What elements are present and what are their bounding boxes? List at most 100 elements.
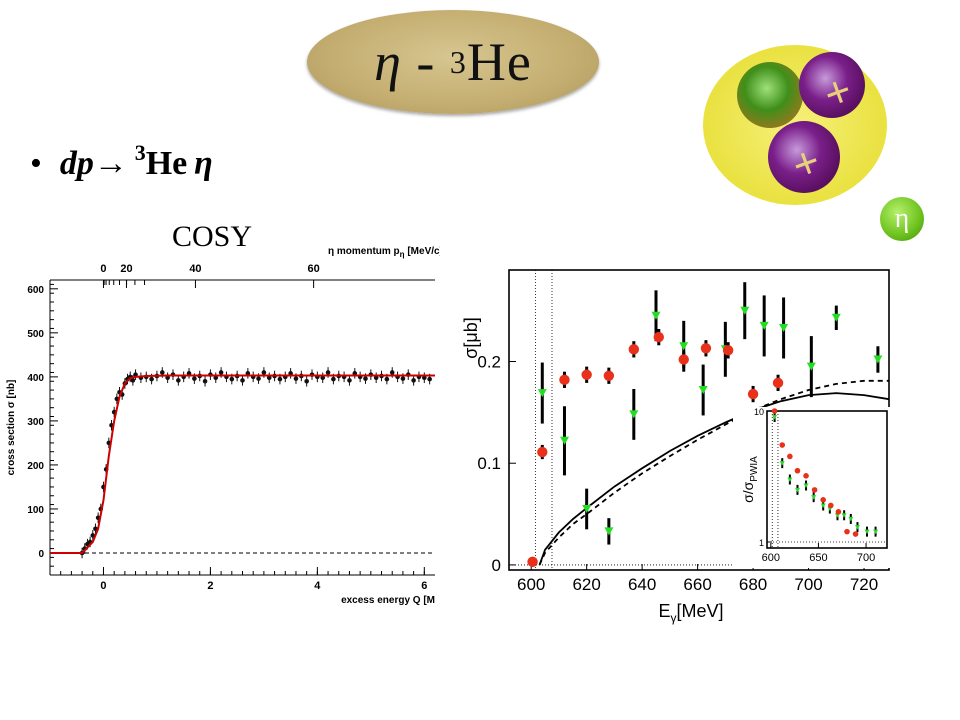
x-tick-label: 640 <box>628 575 656 594</box>
data-point-triangle <box>560 436 569 445</box>
data-point-circle <box>537 446 548 458</box>
x-tick-label: 4 <box>314 580 321 592</box>
inset-data-point-circle <box>779 442 786 448</box>
data-point <box>427 376 432 382</box>
data-point <box>261 370 267 375</box>
title-oval <box>307 10 599 114</box>
inset-data-point-circle <box>828 502 834 509</box>
inset-data-point-triangle <box>864 529 870 535</box>
model-curve-solid <box>538 392 890 566</box>
y-tick-label: 0.2 <box>477 353 501 372</box>
y-tick-label: 200 <box>27 461 44 472</box>
photoproduction-chart: 0 0.1 0.2 600 620 640 660 680 700 720 Eγ[MeV] σ[μb]… <box>461 269 891 625</box>
data-point-circle <box>581 369 592 380</box>
slide-title: η - 3 He <box>307 10 599 114</box>
data-point-circle <box>628 344 640 355</box>
data-point-circle <box>747 388 759 400</box>
inset-data-point-triangle <box>772 415 778 420</box>
quark-purple-bottom <box>768 121 840 193</box>
top-tick-label: 20 <box>120 263 132 275</box>
x-tick-label: 6 <box>421 580 427 592</box>
data-point-triangle <box>679 342 689 351</box>
y-tick-label: 100 <box>27 505 44 516</box>
y-axis-label: cross section σ [nb] <box>6 380 17 476</box>
x-axis-label: Eγ[MeV] <box>658 601 723 625</box>
data-point-triangle <box>651 311 661 320</box>
data-point <box>266 375 272 381</box>
quark-purple-top <box>799 52 865 118</box>
data-point <box>293 376 299 381</box>
x-tick-label: 0 <box>100 580 106 592</box>
inset-data-point-triangle <box>779 461 785 466</box>
inset-data-point-triangle <box>855 525 860 530</box>
inset-y-tick-label: 1 <box>759 538 764 548</box>
data-point <box>218 370 224 375</box>
data-point <box>331 376 336 382</box>
data-point-triangle <box>537 389 547 398</box>
data-point-circle <box>722 345 734 356</box>
inset-data-point-circle <box>771 408 778 414</box>
title-eta: η <box>374 32 402 92</box>
data-point-triangle <box>740 306 750 315</box>
y-tick-label: 0 <box>38 549 44 560</box>
data-point <box>325 370 331 375</box>
inset-x-tick-label: 650 <box>809 552 827 564</box>
data-point <box>186 371 192 376</box>
inset-data-point-circle <box>835 509 842 515</box>
reaction-beam-target: dp <box>59 145 94 182</box>
reaction-element: He <box>145 145 188 182</box>
fit-curve <box>50 374 435 554</box>
reaction-arrow: → <box>93 145 128 182</box>
inset-data-point-triangle <box>787 477 793 482</box>
x-axis-label: excess energy Q [M <box>341 595 435 606</box>
data-point <box>389 370 395 375</box>
data-point <box>245 371 251 376</box>
data-point-triangle <box>779 324 789 332</box>
data-point-circle <box>772 377 784 389</box>
cosy-label: COSY <box>172 220 253 253</box>
x-tick-label: 600 <box>517 575 545 594</box>
y-axis-label: σ[μb] <box>461 317 481 359</box>
inset-data-point-circle <box>820 496 826 503</box>
data-point <box>277 376 283 382</box>
inset-y-tick-label: 10 <box>754 407 764 417</box>
y-tick-label: 600 <box>27 285 44 296</box>
data-point <box>347 378 352 383</box>
inset-data-point-circle <box>787 453 793 460</box>
data-point <box>165 375 170 381</box>
x-tick-label: 680 <box>739 575 767 594</box>
data-point-circle <box>653 331 664 343</box>
inset-data-point-circle <box>852 531 859 537</box>
inset-x-tick-label: 600 <box>762 552 780 564</box>
bullet-dot: • <box>30 145 42 182</box>
nucleus-illustration: + + <box>703 45 887 205</box>
inset-data-point-circle <box>803 473 809 479</box>
data-point-triangle <box>759 321 769 330</box>
inset-data-point-triangle <box>841 513 847 518</box>
reaction-mass-number: 3 <box>134 140 146 165</box>
data-point <box>213 375 219 381</box>
data-point <box>256 376 261 381</box>
title-dash: - <box>401 32 450 92</box>
x-tick-label: 2 <box>207 580 213 592</box>
inset-x-tick-label: 700 <box>857 552 875 564</box>
data-point <box>304 378 309 384</box>
inset-background <box>733 407 891 568</box>
y-tick-label: 300 <box>27 417 44 428</box>
quark-green <box>737 62 803 128</box>
x-tick-label: 620 <box>572 575 600 594</box>
inset-data-point-triangle <box>795 487 800 493</box>
inset-data-point-circle <box>844 528 850 535</box>
data-point-circle <box>559 374 570 386</box>
top-axis-label: η momentum pη [MeV/c] <box>328 246 440 259</box>
x-tick-label: 720 <box>850 575 878 594</box>
data-point-triangle <box>873 355 883 364</box>
eta-badge: η <box>880 197 924 241</box>
data-point <box>229 376 235 382</box>
inset-data-point-circle <box>794 467 801 474</box>
data-point <box>176 378 181 383</box>
y-tick-label: 0.1 <box>477 454 501 473</box>
data-point <box>422 375 427 381</box>
y-tick-label: 500 <box>27 329 44 340</box>
